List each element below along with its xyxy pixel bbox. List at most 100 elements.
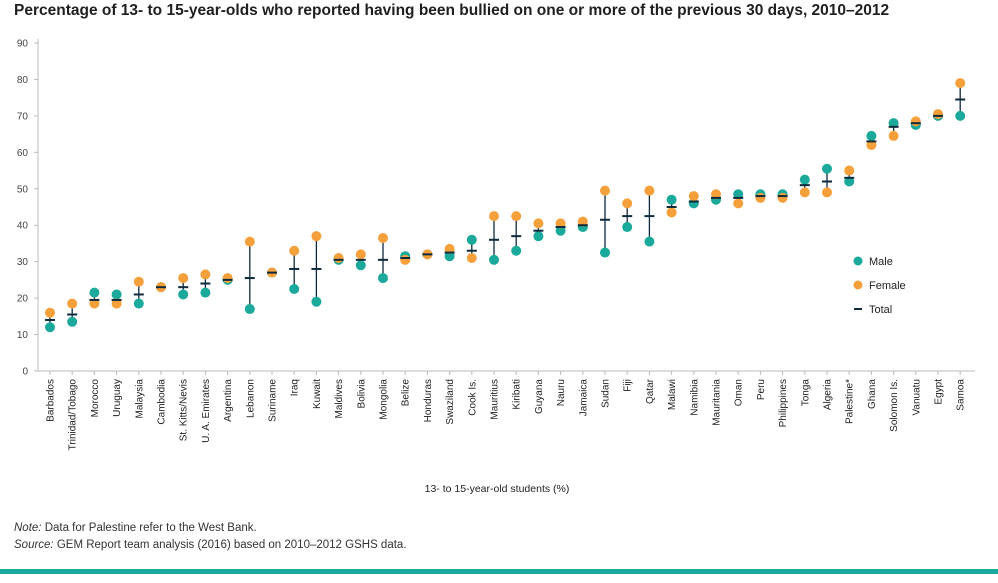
y-tick-label: 30: [17, 257, 29, 268]
female-point: [311, 231, 322, 242]
male-point: [289, 284, 300, 294]
y-tick-label: 10: [17, 330, 29, 341]
x-tick-label: Argentina: [223, 379, 234, 422]
male-point: [600, 247, 610, 258]
x-tick-label: Nauru: [556, 379, 567, 406]
x-tick-label: Mauritius: [490, 379, 501, 420]
female-point: [200, 269, 211, 280]
female-point: [89, 298, 100, 309]
female-point: [355, 249, 366, 260]
female-point: [45, 307, 55, 318]
female-point: [822, 187, 832, 198]
x-tick-label: Suriname: [268, 379, 279, 422]
male-point: [888, 118, 899, 129]
female-point: [511, 211, 522, 222]
female-point: [111, 298, 122, 309]
x-tick-label: Honduras: [423, 379, 434, 422]
x-tick-label: U. A. Emirates: [201, 379, 212, 443]
x-tick-label: Guyana: [534, 379, 545, 414]
male-point: [45, 322, 55, 333]
x-tick-labels: Barbados Trinidad/Tobago Morocco Uruguay Mal…: [46, 378, 967, 450]
female-point: [910, 116, 921, 127]
axes: [34, 39, 975, 375]
female-point: [244, 236, 255, 247]
x-tick-label: Barbados: [46, 379, 57, 422]
x-tick-label: St. Kitts/Nevis: [179, 379, 190, 441]
x-tick-label: Kiribati: [512, 379, 523, 410]
x-tick-label: Iraq: [290, 379, 301, 396]
female-point: [844, 165, 855, 176]
male-point: [244, 304, 255, 315]
male-point: [111, 289, 122, 300]
female-point: [955, 78, 966, 89]
female-point: [866, 140, 877, 151]
male-point: [178, 289, 189, 300]
x-tick-label: Sudan: [601, 379, 612, 408]
female-point: [489, 211, 499, 222]
male-point: [844, 176, 855, 187]
female-point: [378, 232, 388, 243]
male-point: [622, 222, 633, 233]
female-point: [888, 130, 899, 141]
female-point: [933, 109, 943, 120]
female-point: [67, 298, 78, 309]
male-point: [133, 298, 144, 309]
female-point: [688, 191, 699, 202]
female-point: [644, 185, 655, 196]
legend-label: Male: [869, 256, 893, 268]
male-point: [466, 234, 477, 245]
x-tick-label: Kuwait: [312, 379, 323, 409]
x-tick-label: Samoa: [956, 379, 967, 411]
male-point: [511, 245, 522, 256]
x-tick-label: Belize: [401, 379, 412, 407]
male-point: [555, 225, 566, 236]
x-tick-label: Solomon Is.: [889, 379, 900, 432]
female-point: [333, 253, 344, 264]
x-tick-label: Oman: [734, 379, 745, 406]
note-label: Note:: [14, 522, 42, 534]
note-line: Note: Data for Palestine refer to the We…: [14, 520, 407, 537]
female-point: [799, 187, 810, 198]
male-point: [378, 273, 388, 284]
male-point: [644, 236, 655, 247]
chart-title: Percentage of 13- to 15-year-olds who re…: [14, 2, 890, 19]
female-point: [555, 218, 566, 229]
y-tick-label: 0: [22, 367, 28, 378]
legend: Male Female Total: [853, 256, 906, 316]
male-point: [733, 189, 744, 200]
male-point: [533, 231, 544, 242]
male-point: [200, 287, 211, 298]
x-tick-label: Lebanon: [245, 379, 256, 418]
male-point: [666, 194, 677, 205]
bottom-accent-bar: [0, 569, 998, 574]
x-axis-label: 13- to 15-year-old students (%): [425, 483, 570, 495]
x-tick-label: Namibia: [689, 379, 700, 416]
x-tick-label: Bolivia: [356, 379, 367, 409]
x-tick-label: Palestine*: [845, 379, 856, 424]
female-point: [222, 273, 233, 284]
y-tick-label: 70: [17, 111, 29, 122]
x-tick-label: Algeria: [823, 379, 834, 411]
y-tick-labels: 0 10 20 30 40 50 60 70 80 90: [17, 39, 29, 378]
legend-label: Total: [869, 304, 892, 316]
x-tick-label: Ghana: [867, 379, 878, 409]
female-point: [600, 185, 610, 196]
male-point: [866, 130, 877, 141]
x-tick-label: Fiji: [623, 379, 634, 392]
male-point: [89, 287, 100, 298]
y-tick-label: 40: [17, 221, 29, 232]
source-text: GEM Report team analysis (2016) based on…: [53, 539, 407, 551]
data-marks: [45, 78, 966, 333]
x-tick-label: Qatar: [645, 378, 656, 404]
female-point: [444, 243, 455, 254]
legend-label: Female: [869, 280, 906, 292]
female-point: [711, 189, 721, 200]
source-line: Source: GEM Report team analysis (2016) …: [14, 537, 407, 554]
x-tick-label: Uruguay: [112, 379, 123, 417]
x-tick-label: Trinidad/Tobago: [68, 379, 79, 451]
male-point: [955, 110, 966, 121]
x-tick-label: Philippines: [778, 379, 789, 427]
male-point: [444, 251, 455, 262]
female-point: [133, 276, 144, 287]
male-point: [311, 296, 322, 307]
